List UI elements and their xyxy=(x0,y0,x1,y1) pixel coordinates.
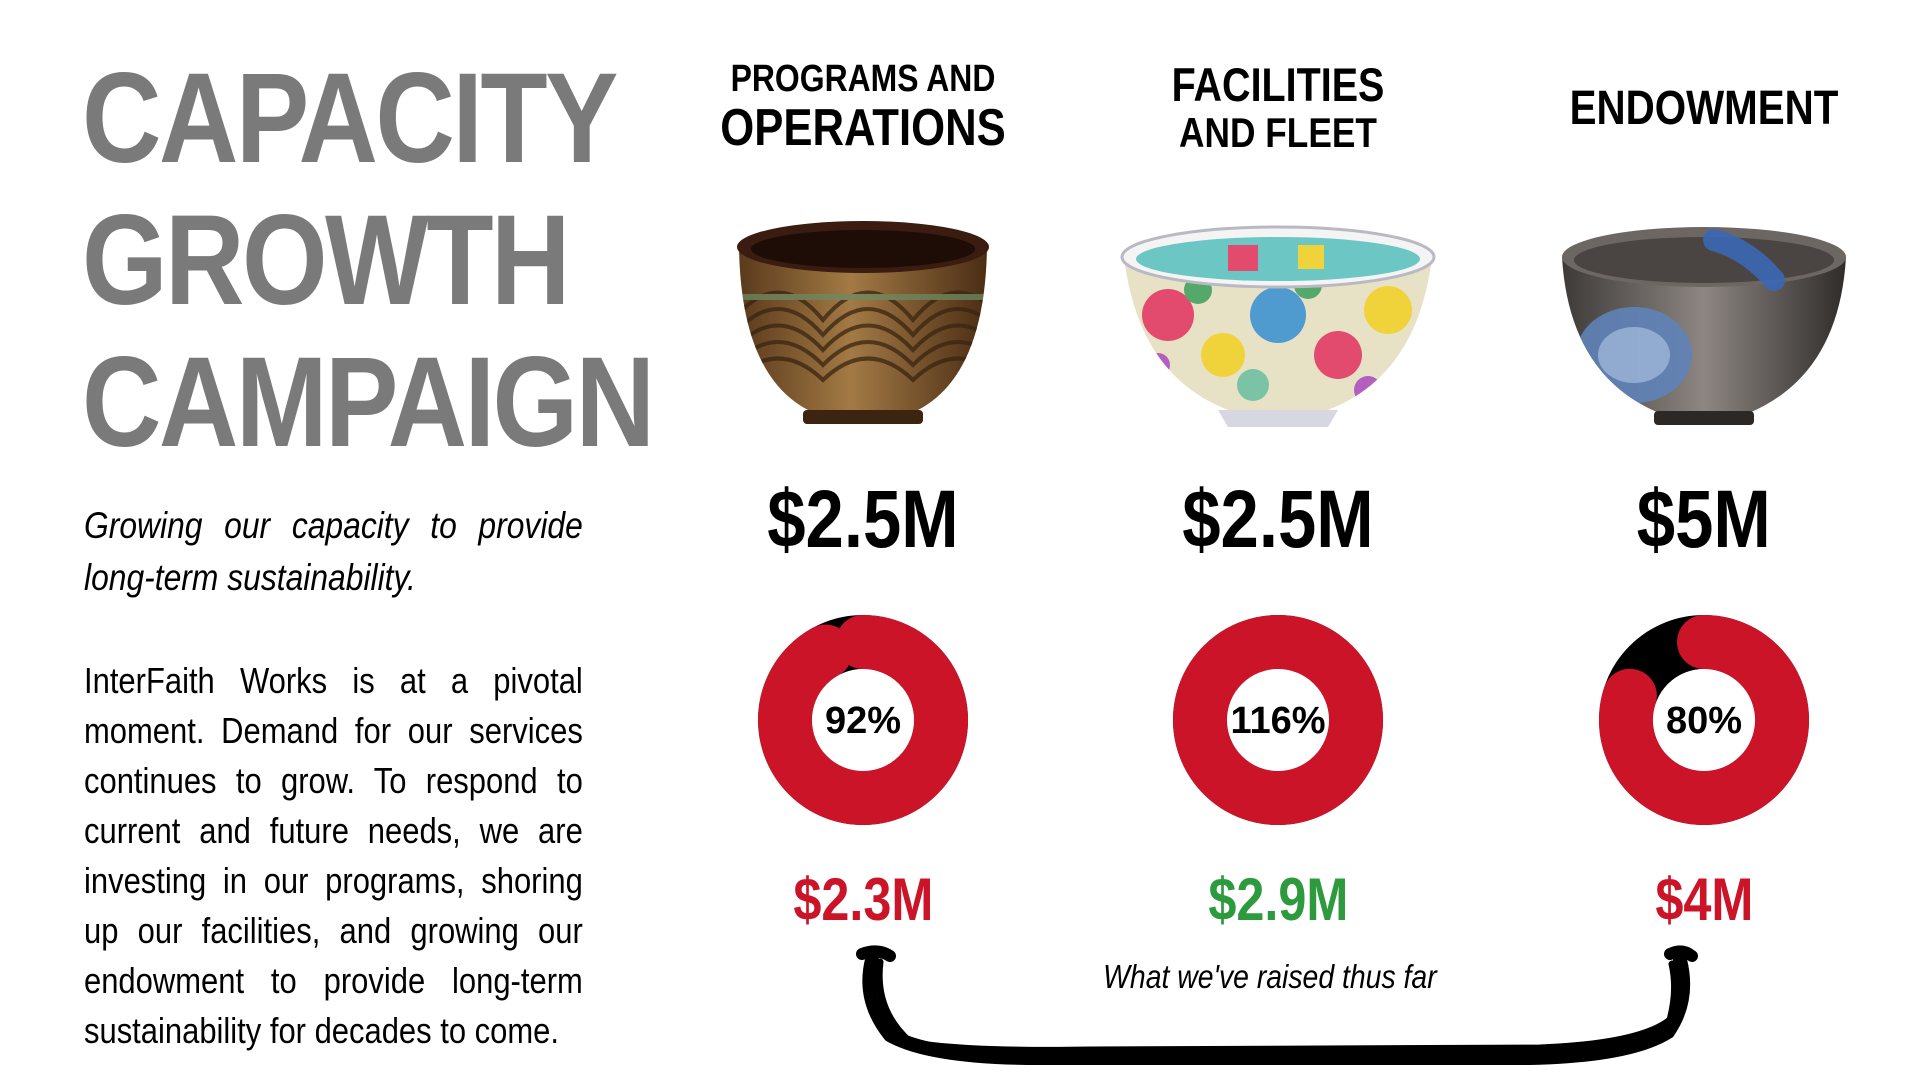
goal-amount: $2.5M xyxy=(1182,474,1374,565)
raised-thus-far-caption: What we've raised thus far xyxy=(1103,958,1437,995)
column-endowment: ENDOWMENT $5M 80% $4M xyxy=(1474,0,1920,1080)
heading-line-1: PROGRAMS AND xyxy=(730,58,996,100)
donut-percent-label: 80% xyxy=(1666,700,1742,742)
raised-amount: $2.3M xyxy=(792,866,934,933)
donut-percent-label: 116% xyxy=(1230,700,1325,742)
column-heading: ENDOWMENT xyxy=(1474,82,1920,136)
donut-hole xyxy=(1653,669,1755,771)
title-line-1: CAPACITY xyxy=(82,47,618,190)
raised-bracket-brushstroke xyxy=(856,945,1698,1065)
donut-progress-arc xyxy=(1173,615,1383,825)
donut-hole xyxy=(812,669,914,771)
title-line-3: CAMPAIGN xyxy=(82,331,655,474)
heading-line-2: AND FLEET xyxy=(1179,109,1377,156)
floral-porcelain-bowl-icon xyxy=(1120,225,1436,427)
raised-amount: $4M xyxy=(1654,866,1754,933)
goal-amount: $2.5M xyxy=(767,474,959,565)
donut-progress-arc xyxy=(1599,615,1809,825)
tagline: Growing our capacity to provide long-ter… xyxy=(84,505,583,598)
campaign-description: InterFaith Works is at a pivotal moment.… xyxy=(84,660,583,1051)
column-facilities-fleet: FACILITIES AND FLEET $2.5M 116% $2.9M xyxy=(1048,0,1508,1080)
column-heading: FACILITIES AND FLEET xyxy=(1048,60,1508,156)
heading-line-2: OPERATIONS xyxy=(720,99,1006,157)
campaign-title: CAPACITY GROWTH CAMPAIGN xyxy=(82,47,655,474)
raised-amount: $2.9M xyxy=(1207,866,1349,933)
heading-line-1: FACILITIES xyxy=(1171,58,1385,111)
goal-amount: $5M xyxy=(1636,474,1771,565)
glazed-stoneware-bowl-icon xyxy=(1562,227,1846,425)
column-heading: PROGRAMS AND OPERATIONS xyxy=(633,58,1093,156)
progress-donut-116: 116% xyxy=(1173,615,1383,825)
progress-donut-92: 92% xyxy=(758,615,968,825)
title-line-2: GROWTH xyxy=(82,189,570,332)
carved-wooden-bowl-icon xyxy=(737,221,989,424)
donut-hole xyxy=(1227,669,1329,771)
column-programs-operations: PROGRAMS AND OPERATIONS $2.5M 92% $2.3M xyxy=(633,0,1093,1080)
heading-line-1: ENDOWMENT xyxy=(1569,82,1839,135)
donut-progress-arc xyxy=(758,615,968,825)
progress-donut-80: 80% xyxy=(1599,615,1809,825)
donut-percent-label: 92% xyxy=(825,700,901,742)
